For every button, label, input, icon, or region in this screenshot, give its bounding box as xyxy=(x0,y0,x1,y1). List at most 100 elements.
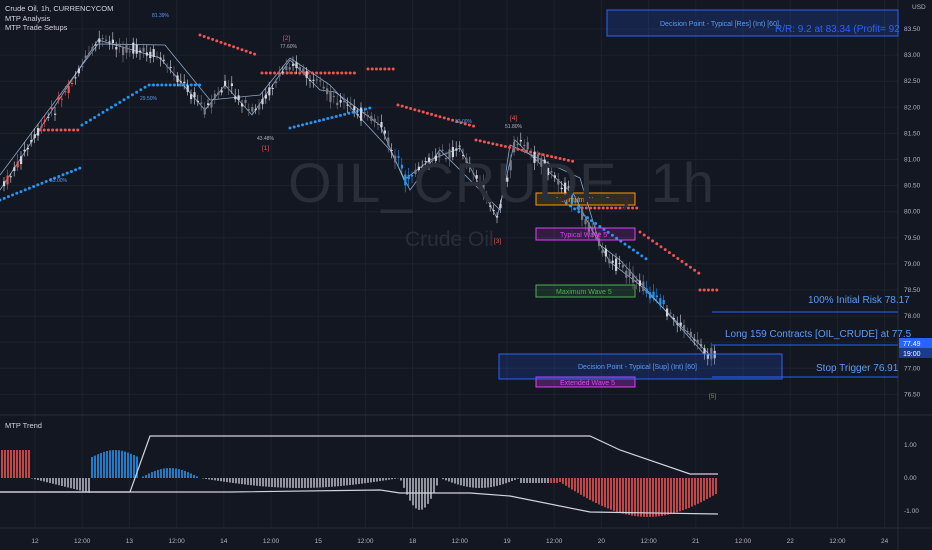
symbol-title[interactable]: Crude Oil, 1h, CURRENCYCOM xyxy=(5,4,114,13)
candle-body xyxy=(472,172,475,174)
candle-body xyxy=(366,115,369,117)
supertrend-dot xyxy=(211,37,215,41)
supertrend-dot xyxy=(273,71,277,75)
supertrend-dot xyxy=(602,227,606,231)
supertrend-dot xyxy=(366,67,370,71)
candle-body xyxy=(424,161,427,163)
time-tick: 20 xyxy=(598,538,606,545)
supertrend-dot xyxy=(223,42,227,46)
supertrend-dot xyxy=(53,176,57,180)
supertrend-dot xyxy=(597,206,601,210)
candle-body xyxy=(615,258,618,271)
supertrend-dot xyxy=(545,154,549,158)
candle-body xyxy=(319,80,322,82)
candle-body xyxy=(611,260,614,263)
supertrend-dot xyxy=(455,119,459,123)
candle-body xyxy=(128,51,131,53)
supertrend-dot xyxy=(80,123,84,127)
supertrend-dot xyxy=(379,67,383,71)
time-tick: 24 xyxy=(881,538,889,545)
supertrend-dot xyxy=(323,71,327,75)
candle-body xyxy=(26,147,29,150)
supertrend-dot xyxy=(651,239,655,243)
supertrend-dot xyxy=(57,174,61,178)
decision-point-res-label: Decision Point - Typical [Res] (Int) [60… xyxy=(660,21,779,28)
supertrend-dot xyxy=(232,45,236,49)
supertrend-dot xyxy=(322,118,326,122)
supertrend-dot xyxy=(622,206,626,210)
price-axis[interactable]: 83.50 83.00 82.50 82.00 81.50 81.00 80.50 80.00… xyxy=(904,26,921,398)
supertrend-dot xyxy=(6,195,10,199)
maximum-wave5-box[interactable] xyxy=(535,284,636,298)
supertrend-dot xyxy=(520,148,524,152)
candle-body xyxy=(530,153,533,155)
candle-body xyxy=(591,226,594,231)
supertrend-dot xyxy=(627,245,631,249)
supertrend-dot xyxy=(319,71,323,75)
supertrend-dot xyxy=(438,115,442,119)
supertrend-dot xyxy=(541,153,545,157)
supertrend-dot xyxy=(236,46,240,50)
candle-body xyxy=(343,101,346,103)
candle-body xyxy=(598,238,601,246)
supertrend-dot xyxy=(69,169,73,173)
supertrend-dot xyxy=(702,288,706,292)
candle-body xyxy=(135,44,138,54)
candle-body xyxy=(322,86,325,89)
indicator-title[interactable]: MTP Trend xyxy=(5,421,42,430)
supertrend-dot xyxy=(19,190,23,194)
supertrend-dot xyxy=(309,121,313,125)
candle-body xyxy=(3,181,6,187)
supertrend-dot xyxy=(374,67,378,71)
supertrend-dot xyxy=(292,125,296,129)
decision-point-res-box[interactable] xyxy=(606,9,899,37)
candle-body xyxy=(703,348,706,355)
candle-body xyxy=(203,107,206,115)
supertrend-dot xyxy=(598,224,602,228)
candle-body xyxy=(638,280,641,286)
time-tick: 12 xyxy=(31,538,39,545)
decision-point-sup-box[interactable] xyxy=(498,353,783,380)
supertrend-dot xyxy=(421,110,425,114)
supertrend-dot xyxy=(253,52,257,56)
decision-point-sup-label: Decision Point - Typical [Sup] (Int) [60… xyxy=(578,364,697,371)
supertrend-dot xyxy=(459,121,463,125)
candle-body xyxy=(533,151,536,163)
candle-body xyxy=(683,325,686,332)
indicator-mtp-analysis[interactable]: MTP Analysis xyxy=(5,13,51,23)
supertrend-dot xyxy=(478,139,482,143)
candle-body xyxy=(448,149,451,159)
indicator-axis[interactable]: 1.00 0.00 -1.00 xyxy=(904,442,919,515)
price-tick: 76.50 xyxy=(904,391,921,398)
supertrend-dot xyxy=(301,123,305,127)
time-axis[interactable]: 12 12:00 13 12:00 14 12:00 15 12:00 18 12:00 19 12:… xyxy=(31,538,888,545)
candle-body xyxy=(513,142,516,153)
minimum-wave5-box[interactable] xyxy=(535,192,636,206)
candle-body xyxy=(50,107,53,110)
candle-body xyxy=(428,157,431,163)
candle-body xyxy=(441,149,444,151)
fib-label: 53.00% xyxy=(50,178,68,184)
candle-body xyxy=(77,68,80,74)
fib-label: 32.00% xyxy=(455,119,473,125)
candle-body xyxy=(9,176,12,178)
supertrend-dot xyxy=(40,181,44,185)
typical-wave5-box[interactable] xyxy=(535,227,636,241)
candle-body xyxy=(88,52,91,54)
supertrend-dot xyxy=(240,48,244,52)
candle-body xyxy=(649,292,652,299)
chart-legend[interactable]: Crude Oil, 1h, CURRENCYCOM MTP Analysis … xyxy=(5,4,113,33)
supertrend-dot xyxy=(156,83,160,87)
supertrend-dot xyxy=(168,83,172,87)
supertrend-dot xyxy=(667,251,671,255)
indicator-mtp-setups[interactable]: MTP Trade Setups xyxy=(5,23,68,32)
supertrend-dot xyxy=(88,118,92,122)
supertrend-dot xyxy=(27,186,31,190)
extended-wave5-box[interactable] xyxy=(535,376,636,388)
supertrend-dot xyxy=(684,262,688,266)
candle-body xyxy=(74,77,77,79)
candle-body xyxy=(689,331,692,338)
supertrend-dot xyxy=(676,256,680,260)
supertrend-dot xyxy=(44,180,48,184)
